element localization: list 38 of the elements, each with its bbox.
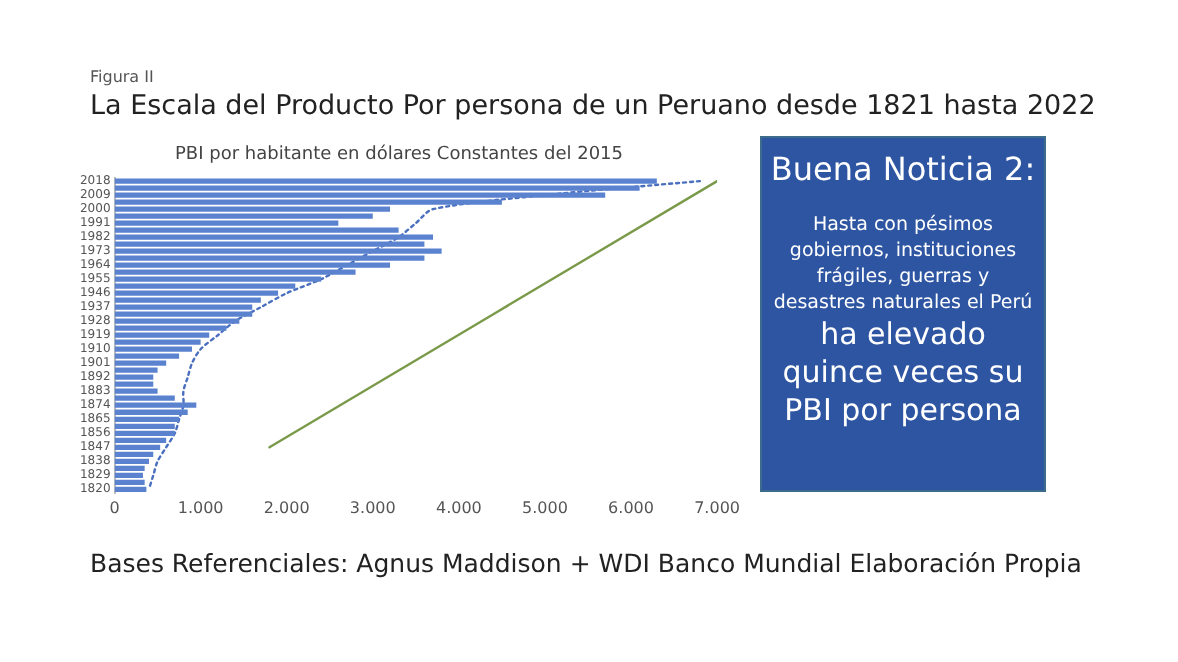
text: Hasta con pésimos gobiernos, instituciones frágiles, guerras y desastres naturales el Perú: [771, 212, 1035, 316]
bar: [114, 346, 193, 352]
bar: [114, 479, 145, 485]
x-tick-label: 3.000: [349, 498, 396, 517]
bar: [114, 381, 154, 387]
x-tick-label: 2.000: [263, 498, 310, 517]
x-tick-label: 1.000: [177, 498, 224, 517]
bar: [114, 423, 175, 429]
chart-title: La Escala del Producto Por persona de un Peruano desde 1821 hasta 2022: [90, 90, 1096, 122]
bar: [114, 374, 154, 380]
bar: [114, 311, 253, 317]
bar: [114, 444, 161, 450]
bar: [114, 248, 442, 254]
x-tick-label: 4.000: [435, 498, 482, 517]
bar: [114, 451, 154, 457]
bar: [114, 234, 434, 240]
x-tick-label: 5.000: [522, 498, 568, 517]
bar: [114, 465, 145, 471]
bar: [114, 486, 147, 492]
text: Figura II: [90, 68, 154, 86]
text: Bases Referenciales: Agnus Maddison + WDI Banco Mundial Elaboración Propia: [90, 548, 1082, 578]
bar: [114, 304, 253, 310]
x-tick-label: 6.000: [608, 498, 654, 517]
x-tick-label: 0: [109, 498, 120, 517]
bar: [114, 367, 158, 373]
text: Buena Noticia 2:: [770, 150, 1036, 188]
chart-subtitle: PBI por habitante en dólares Constantes del 2015: [175, 143, 623, 166]
bar: [114, 458, 149, 464]
bar: [114, 178, 657, 184]
bar: [114, 409, 188, 415]
bar: [114, 339, 201, 345]
x-tick-label: 7.000: [694, 498, 740, 517]
bar: [114, 430, 175, 436]
bar: [114, 437, 167, 443]
bar: [114, 402, 197, 408]
bar: [114, 472, 143, 478]
text: ha elevado quince veces su PBI por persona: [780, 316, 1026, 430]
bar: [114, 416, 180, 422]
